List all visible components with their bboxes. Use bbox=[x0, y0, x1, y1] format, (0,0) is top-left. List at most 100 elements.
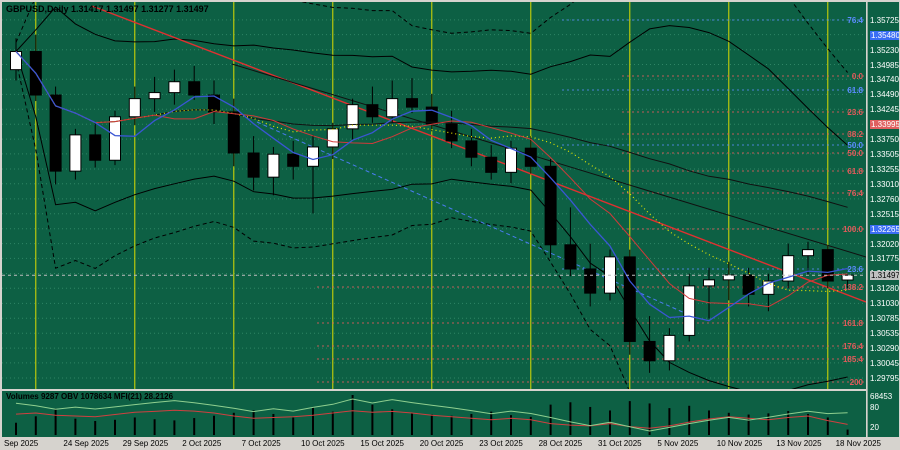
price-tick: 1.32265 bbox=[870, 224, 899, 234]
candle-body bbox=[544, 165, 557, 246]
price-tick: 1.33010 bbox=[870, 179, 899, 189]
candle-body bbox=[267, 153, 280, 178]
candle-body bbox=[722, 274, 735, 281]
date-label: 28 Oct 2025 bbox=[538, 439, 583, 448]
price-tick: 1.33995 bbox=[870, 120, 899, 130]
price-tick: 1.33505 bbox=[870, 149, 899, 159]
date-label: 18 Nov 2025 bbox=[835, 439, 881, 448]
indicator-label: Volumes 9287 OBV 1078634 MFI(21) 28.2126 bbox=[6, 392, 174, 401]
candle-body bbox=[128, 98, 141, 118]
candle-body bbox=[346, 104, 359, 130]
volume-canvas bbox=[15, 395, 849, 435]
candle-body bbox=[802, 249, 814, 257]
candle-body bbox=[465, 140, 478, 158]
date-label: 10 Oct 2025 bbox=[301, 439, 345, 448]
ma-blue bbox=[15, 51, 848, 322]
price-tick: 1.34740 bbox=[870, 75, 899, 85]
date-label: 5 Nov 2025 bbox=[657, 439, 699, 448]
candle-body bbox=[782, 255, 795, 282]
date-label: 7 Oct 2025 bbox=[241, 439, 281, 448]
candle-body bbox=[89, 134, 102, 161]
price-chart-pane[interactable]: 0.0 23.6 38.2 50.0 61.8 76.4 100.0 138.2 161.8 17… bbox=[2, 2, 866, 389]
volume-pane[interactable]: Volumes 9287 OBV 1078634 MFI(21) 28.2126 bbox=[2, 391, 866, 437]
date-label: 23 Oct 2025 bbox=[479, 439, 523, 448]
price-tick: 1.35725 bbox=[870, 15, 899, 25]
candle-body bbox=[762, 280, 775, 295]
date-label: 29 Sep 2025 bbox=[122, 439, 169, 448]
candle-body bbox=[445, 123, 458, 142]
candle-body bbox=[148, 92, 161, 100]
candle-body bbox=[326, 128, 339, 148]
candle-body bbox=[584, 268, 597, 294]
candle-body bbox=[623, 256, 636, 342]
date-label: 24 Sep 2025 bbox=[63, 439, 109, 448]
date-label: 13 Nov 2025 bbox=[776, 439, 822, 448]
grid bbox=[2, 2, 866, 389]
bid-price-box: 1.31497 bbox=[870, 271, 899, 281]
price-tick: 1.31775 bbox=[870, 254, 899, 264]
ohlc-title: GBPUSD,Daily 1.31417 1.31497 1.31277 1.3… bbox=[6, 4, 209, 14]
candle-body bbox=[505, 147, 517, 173]
price-tick: 1.31280 bbox=[870, 284, 899, 294]
price-tick: 1.33750 bbox=[870, 135, 899, 145]
date-label: 2 Oct 2025 bbox=[182, 439, 222, 448]
bollinger-bands bbox=[15, 2, 848, 389]
candle-body bbox=[643, 340, 656, 362]
mfi-line bbox=[15, 409, 848, 429]
candle-body bbox=[168, 81, 181, 94]
price-tick: 1.34245 bbox=[870, 105, 899, 115]
date-label: 20 Oct 2025 bbox=[419, 439, 464, 448]
candle-body bbox=[683, 285, 696, 336]
fibonacci-lines bbox=[317, 19, 866, 383]
price-chart-canvas bbox=[2, 2, 866, 389]
candle-body bbox=[247, 152, 260, 178]
sub-pane-scale-value: 20 bbox=[870, 423, 879, 432]
candle-body bbox=[663, 334, 676, 362]
candle-body bbox=[10, 51, 22, 71]
candle-body bbox=[307, 146, 319, 167]
price-scale[interactable]: 1.35725 1.35480 1.35230 1.34985 1.34740 1.344… bbox=[867, 2, 899, 437]
price-tick: 1.32020 bbox=[870, 239, 899, 249]
price-tick: 1.35480 bbox=[870, 30, 899, 40]
candle-body bbox=[366, 104, 379, 118]
price-tick: 1.30785 bbox=[870, 314, 899, 324]
candle-body bbox=[703, 279, 715, 287]
price-tick: 1.30535 bbox=[870, 329, 899, 339]
candle-body bbox=[406, 98, 418, 108]
candle-body bbox=[287, 153, 300, 167]
ma-red bbox=[15, 51, 848, 308]
candle-body bbox=[841, 274, 854, 281]
candle-body bbox=[564, 244, 577, 270]
candle-body bbox=[49, 94, 62, 172]
price-tick: 1.30290 bbox=[870, 344, 899, 354]
price-tick: 1.30045 bbox=[870, 358, 899, 368]
candle-body bbox=[821, 249, 834, 282]
price-tick: 1.31030 bbox=[870, 299, 899, 309]
price-tick: 1.32515 bbox=[870, 209, 899, 219]
price-tick: 1.33255 bbox=[870, 165, 899, 174]
candle-body bbox=[485, 156, 498, 173]
price-tick: 1.32760 bbox=[870, 194, 899, 204]
price-tick: 1.34985 bbox=[870, 60, 899, 70]
candle-body bbox=[69, 134, 82, 172]
candle-body bbox=[109, 116, 121, 161]
price-tick: 1.29795 bbox=[870, 373, 899, 383]
sub-pane-scale-value: 80 bbox=[870, 403, 879, 412]
date-label: 10 Nov 2025 bbox=[716, 439, 763, 448]
candle-body bbox=[386, 98, 399, 118]
time-axis[interactable]: Sep 2025 24 Sep 2025 29 Sep 2025 2 Oct 2025… bbox=[2, 437, 898, 450]
ma-yellow-dotted bbox=[15, 51, 848, 293]
date-label: Sep 2025 bbox=[4, 439, 39, 448]
trendlines bbox=[91, 5, 866, 315]
price-tick: 1.35230 bbox=[870, 45, 899, 55]
candle-body bbox=[227, 111, 240, 154]
date-label: 31 Oct 2025 bbox=[598, 439, 642, 448]
candle-body bbox=[188, 81, 201, 96]
price-tick: 1.34490 bbox=[870, 90, 899, 100]
volume-bars bbox=[15, 395, 849, 435]
sub-pane-scale-value: 68453 bbox=[870, 392, 893, 401]
date-label: 15 Oct 2025 bbox=[360, 439, 404, 448]
moving-averages bbox=[15, 51, 848, 322]
obv-line bbox=[15, 398, 848, 432]
